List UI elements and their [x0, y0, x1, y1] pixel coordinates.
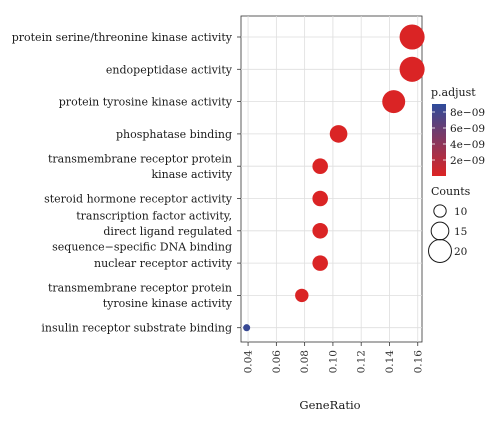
p-adjust-legend-label: 4e−09: [450, 139, 485, 151]
counts-legend-label: 10: [454, 206, 467, 218]
term-label: steroid hormone receptor activity: [44, 193, 233, 206]
data-points: [243, 24, 425, 332]
term-label: transmembrane receptor protein tyrosine k…: [48, 282, 233, 311]
term-label: transcription factor activity, direct lig…: [52, 209, 232, 253]
data-point: [295, 288, 309, 303]
term-label: endopeptidase activity: [106, 63, 233, 76]
term-label: protein tyrosine kinase activity: [59, 96, 233, 109]
term-labels: protein serine/threonine kinase activity…: [12, 31, 241, 335]
counts-legend-key: [430, 221, 450, 241]
counts-legend-key: [428, 239, 452, 263]
term-label: phosphatase binding: [116, 128, 232, 141]
x-tick-label: 0.12: [356, 350, 368, 373]
p-adjust-legend: p.adjust 8e−09 6e−09 4e−09 2e−09: [431, 86, 485, 176]
x-tick-label: 0.14: [384, 350, 396, 374]
panel-border: [240, 15, 423, 343]
x-tick-label: 0.16: [412, 350, 424, 374]
data-point: [382, 90, 406, 114]
data-point: [399, 24, 425, 50]
term-label: transmembrane receptor protein kinase act…: [48, 152, 233, 181]
x-tick-label: 0.10: [327, 350, 339, 373]
term-label: protein serine/threonine kinase activity: [12, 31, 233, 44]
data-point: [312, 223, 328, 239]
plot-panel: [240, 15, 423, 343]
counts-legend-label: 20: [454, 246, 467, 258]
x-tick-label: 0.04: [243, 350, 255, 374]
data-point: [312, 158, 328, 174]
p-adjust-legend-label: 8e−09: [450, 107, 485, 119]
x-axis-title: GeneRatio: [299, 398, 360, 412]
data-point: [329, 125, 348, 143]
data-point: [312, 190, 328, 207]
term-label: insulin receptor substrate binding: [41, 322, 232, 335]
data-point: [243, 324, 251, 332]
counts-legend-title: Counts: [431, 185, 471, 198]
p-adjust-legend-label: 6e−09: [450, 123, 485, 135]
counts-legend: Counts 10 15 20: [428, 185, 471, 263]
term-label: nuclear receptor activity: [94, 257, 233, 270]
counts-legend-key: [433, 204, 447, 218]
data-point: [399, 56, 425, 82]
x-tick-label: 0.06: [271, 350, 283, 374]
p-adjust-legend-label: 2e−09: [450, 155, 485, 167]
p-adjust-legend-title: p.adjust: [431, 86, 476, 99]
data-point: [312, 255, 328, 271]
counts-legend-label: 15: [454, 226, 467, 238]
p-adjust-colorbar: [432, 104, 446, 176]
x-tick-label: 0.08: [299, 350, 311, 373]
x-axis: 0.04 0.06 0.08 0.10 0.12 0.14 0.16: [243, 342, 424, 374]
